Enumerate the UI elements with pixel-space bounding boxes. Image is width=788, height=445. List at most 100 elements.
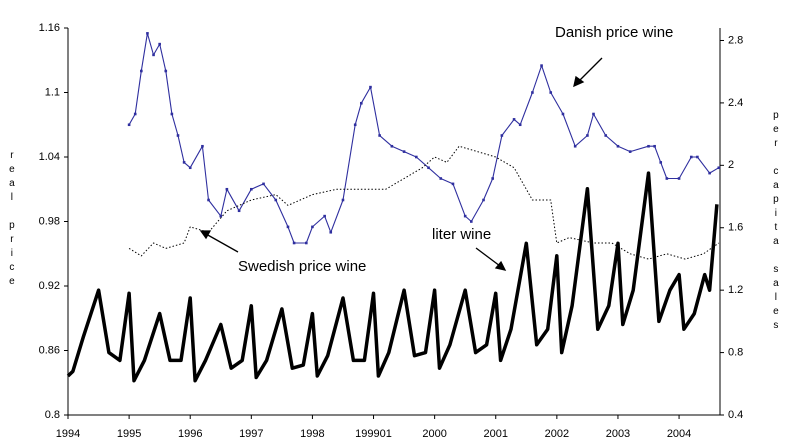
point-marker [329,230,333,234]
point-marker [659,161,663,164]
point-marker [647,144,650,148]
annotation: liter wine [432,226,491,243]
point-marker [628,150,632,153]
y-tick-label: 0.92 [39,280,60,292]
point-marker [696,155,699,159]
point-marker [305,241,308,245]
point-marker [653,144,656,148]
y-tick-label: 0.86 [39,344,60,356]
x-tick-label: 2001 [483,428,507,440]
point-marker [677,177,681,180]
x-tick-label: 2004 [667,428,691,440]
point-marker [482,198,485,202]
point-marker [176,134,180,137]
y-tick-label: 1.1 [45,86,60,98]
y-tick-label: 1.16 [39,22,60,34]
point-marker [415,155,418,159]
point-marker [341,198,345,202]
point-marker [250,187,253,191]
point-marker [512,118,516,121]
point-marker [274,198,278,202]
point-marker [689,155,693,159]
point-marker [390,144,394,148]
point-marker [561,112,565,116]
annotation: Swedish price wine [238,258,366,275]
y2-tick-label: 0.4 [728,409,743,421]
arrow [205,233,239,253]
annotation: Danish price wine [555,24,673,41]
y2-tick-label: 2.8 [728,34,743,46]
y-tick-label: 1.04 [39,151,60,163]
arrow [577,57,603,83]
point-marker [182,161,186,164]
point-marker [133,112,137,116]
point-marker [378,134,381,137]
series-line [128,145,720,260]
point-marker [188,166,192,170]
y-axis-label: real price [6,150,17,290]
point-marker [360,101,363,105]
point-marker [311,225,314,229]
point-marker [573,144,577,148]
y2-tick-label: 0.8 [728,346,743,358]
point-marker [170,112,174,116]
point-marker [207,198,210,202]
point-marker [439,177,443,180]
point-marker [540,64,543,67]
point-marker [491,177,494,180]
point-marker [292,241,296,245]
y2-tick-label: 1.2 [728,284,743,296]
point-marker [665,177,669,180]
arrowhead [494,260,507,271]
point-marker [225,187,229,191]
x-tick-label: 2003 [606,428,630,440]
x-tick-label: 2002 [545,428,569,440]
y2-tick-label: 1.6 [728,222,743,234]
point-marker [219,214,223,218]
point-marker [500,134,504,137]
series-line [128,32,720,244]
y-tick-label: 0.8 [45,409,60,421]
point-marker [604,134,608,137]
point-marker [531,91,534,94]
arrow [475,247,501,267]
point-marker [262,182,265,186]
point-marker [323,214,326,218]
point-marker [402,150,406,153]
point-marker [549,91,553,94]
arrows [199,57,603,271]
y2-axis-label: per capita sales [770,110,781,334]
point-marker [717,166,721,170]
point-marker [152,53,155,57]
arrowhead [573,75,585,88]
x-tick-label: 1998 [300,428,324,440]
y2-tick-label: 2.4 [728,97,743,109]
point-marker [463,214,467,218]
point-marker [286,225,290,229]
point-marker [369,85,372,89]
point-marker [201,144,204,148]
point-marker [140,69,143,73]
y-tick-label: 0.98 [39,215,60,227]
point-marker [158,42,161,46]
x-tick-label: 199901 [355,428,392,440]
point-marker [127,123,131,127]
point-marker [451,182,455,186]
point-marker [518,123,522,127]
point-marker [708,171,711,175]
point-marker [427,166,430,170]
point-marker [616,144,620,148]
point-marker [164,69,168,73]
series-line [66,171,719,383]
x-tick-label: 1996 [178,428,202,440]
x-tick-label: 1997 [239,428,263,440]
point-marker [237,209,241,213]
x-tick-label: 2000 [422,428,446,440]
point-marker [592,112,595,116]
point-marker [586,134,589,137]
x-tick-label: 1995 [117,428,141,440]
y2-tick-label: 2 [728,159,734,171]
point-marker [146,32,149,35]
point-marker [469,220,473,223]
